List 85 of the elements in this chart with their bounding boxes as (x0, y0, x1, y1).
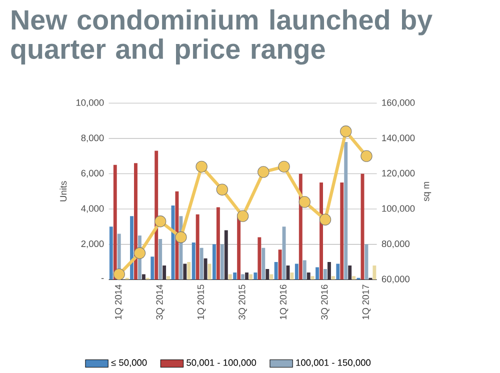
point (236, 210, 249, 222)
bar (258, 237, 262, 280)
x-tick-label: 1Q 2014 (115, 284, 124, 320)
bar (310, 276, 314, 280)
point (340, 126, 352, 138)
y-tick-label: 4,000 (81, 205, 104, 213)
bar (212, 244, 216, 280)
y2-tick-label: 140,000 (382, 134, 415, 142)
bar (109, 226, 113, 280)
bar (340, 182, 344, 280)
point (154, 216, 166, 228)
y2-tick-label: 160,000 (382, 99, 415, 107)
bar (249, 274, 252, 280)
bar (241, 274, 245, 280)
bar (196, 214, 200, 280)
bar (320, 182, 323, 280)
point (360, 150, 372, 162)
bar (316, 267, 320, 280)
y-tick-label: - (101, 278, 104, 279)
point (278, 160, 290, 172)
bar (154, 150, 158, 280)
y2-tick-label: 80,000 (382, 240, 410, 248)
x-tick-label: 1Q 2015 (197, 284, 206, 320)
bar (200, 248, 204, 280)
y2-tick-label: 60,000 (382, 276, 410, 284)
bar (302, 260, 306, 280)
bar (228, 274, 232, 280)
point (216, 184, 228, 196)
chart-title: New condominium launched by quarter and price range (11, 9, 432, 65)
bar (134, 163, 138, 280)
bar (216, 207, 220, 280)
bar (254, 272, 258, 280)
bar (166, 276, 170, 280)
bar (113, 164, 117, 280)
x-tick-label: 3Q 2016 (321, 284, 330, 320)
bar (306, 272, 310, 280)
bar (270, 274, 274, 280)
legend-label: ≤ 50,000 (111, 359, 147, 367)
y-tick-label: 8,000 (81, 134, 104, 142)
point (175, 231, 187, 244)
bar (294, 264, 298, 280)
bar (344, 142, 348, 280)
point (298, 196, 310, 208)
y-tick-label: 10,000 (76, 99, 104, 107)
point (196, 160, 208, 172)
bar (130, 216, 134, 280)
bar (158, 238, 162, 280)
bar (324, 268, 327, 280)
y2-tick-label: 100,000 (382, 205, 415, 213)
x-tick-label: 3Q 2015 (238, 284, 247, 320)
bar (278, 250, 282, 280)
bar (150, 256, 154, 280)
bar (187, 262, 191, 280)
bar (142, 274, 146, 280)
x-tick-label: 3Q 2014 (156, 284, 164, 320)
bar (336, 264, 340, 280)
legend-label: 100,001 - 150,000 (296, 359, 371, 367)
bar (331, 276, 335, 280)
bar (183, 264, 187, 280)
point (113, 268, 125, 280)
bar (274, 262, 278, 280)
bar (262, 248, 266, 280)
y-axis-title: Units (60, 181, 67, 202)
bar (352, 276, 356, 280)
point (134, 247, 146, 259)
bar (245, 272, 248, 280)
y2-axis-title: sq m (424, 182, 432, 202)
bar (204, 258, 208, 280)
bar (348, 265, 352, 280)
bar (233, 272, 237, 280)
y2-tick-label: 120,000 (382, 170, 415, 178)
x-tick-label: 1Q 2016 (280, 284, 288, 320)
x-tick-label: 1Q 2017 (362, 284, 371, 320)
point (258, 166, 270, 178)
bar (266, 268, 270, 280)
bar (224, 230, 228, 280)
bar (162, 265, 166, 280)
bar (328, 262, 331, 280)
bar (220, 244, 224, 280)
point (319, 214, 332, 226)
legend-label: 50,001 - 100,000 (186, 359, 256, 367)
bar (372, 265, 376, 280)
bar (192, 242, 196, 280)
y-tick-label: 6,000 (81, 170, 104, 178)
y-tick-label: 2,000 (81, 240, 104, 248)
